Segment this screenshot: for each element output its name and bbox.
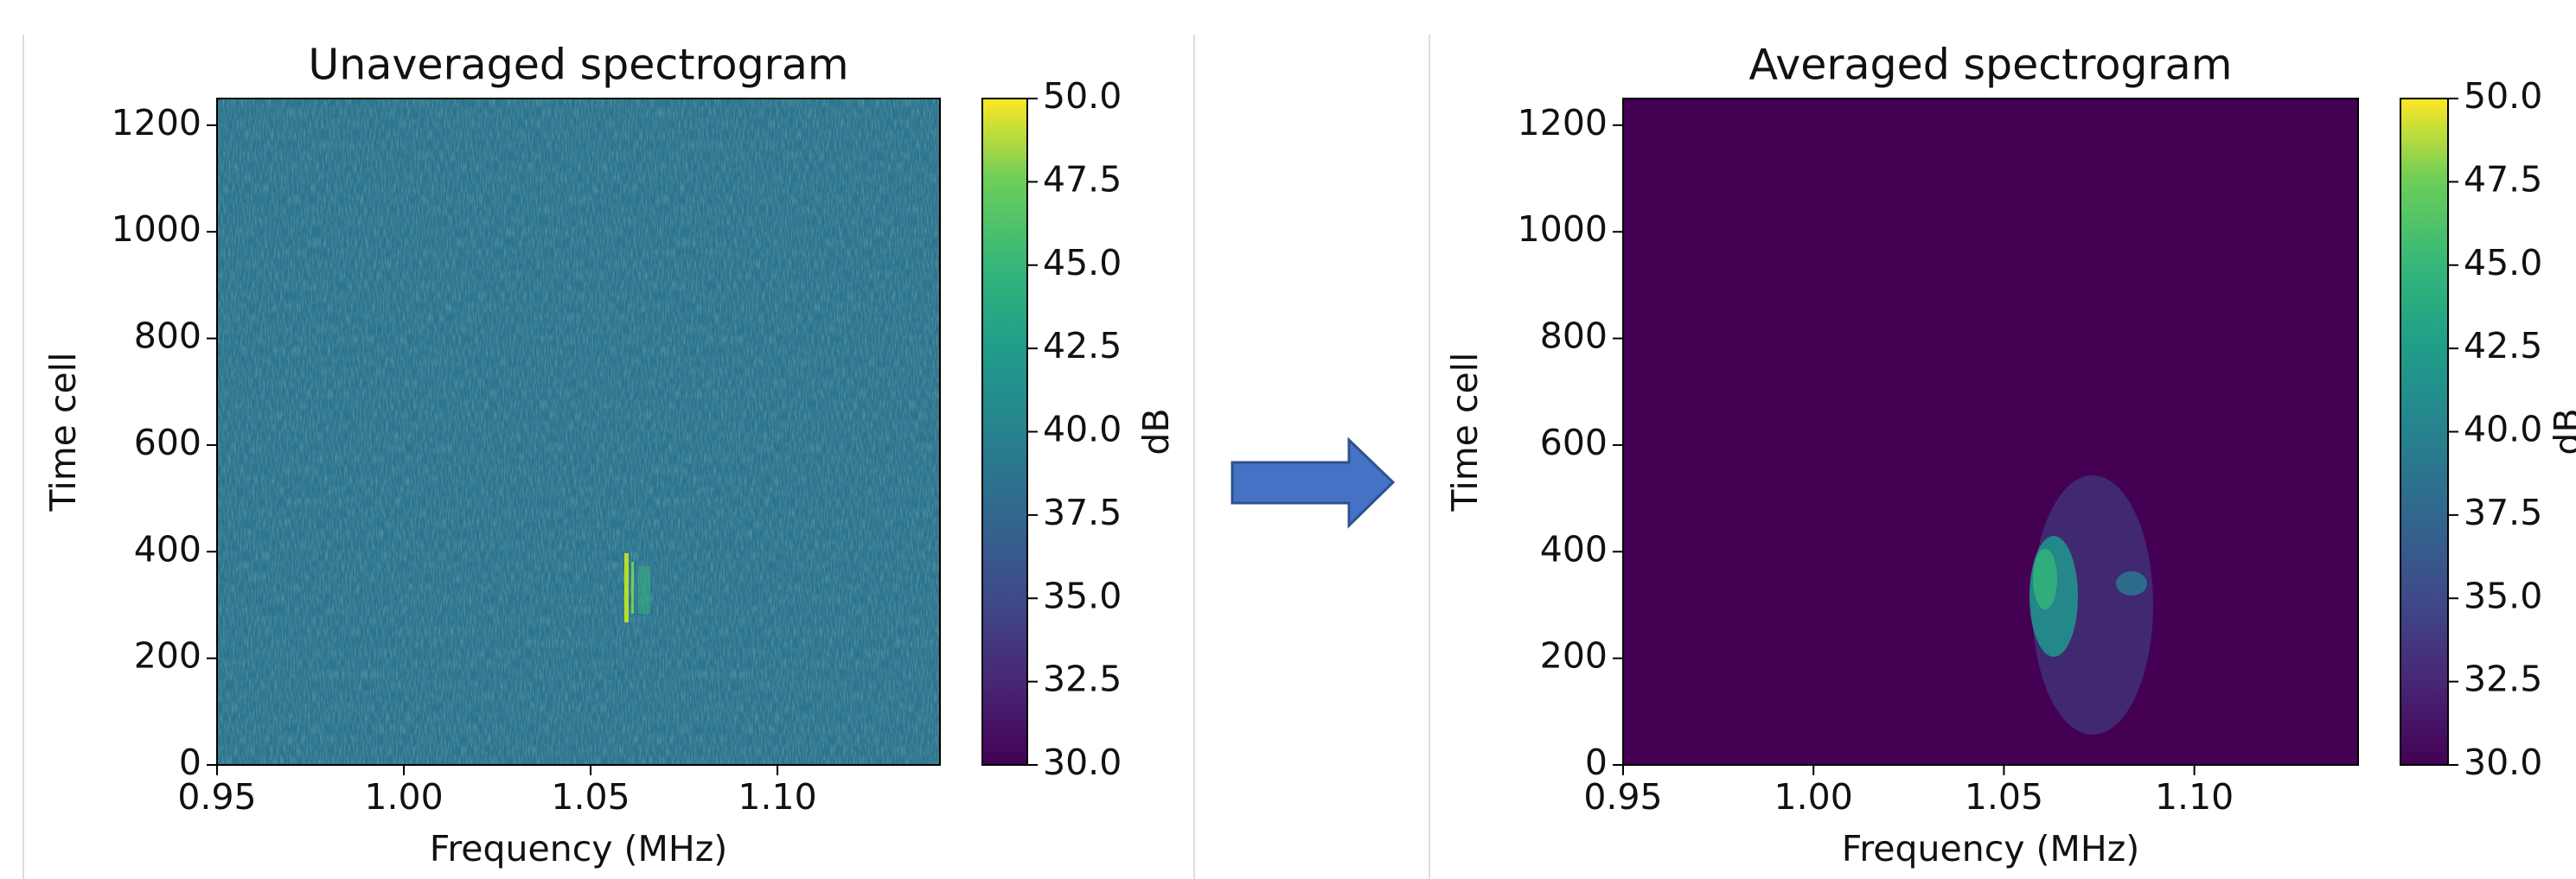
colorbar-tick-label: 40.0 — [1043, 409, 1122, 450]
x-axis-label: Frequency (MHz) — [430, 828, 728, 869]
y-tick-label: 1200 — [1518, 102, 1608, 143]
colorbar-label: dB — [1135, 408, 1177, 455]
colorbar-tick-label: 42.5 — [2464, 325, 2542, 366]
colorbar-tick-label: 35.0 — [2464, 575, 2542, 616]
colorbar-tick-label: 42.5 — [1043, 325, 1122, 366]
y-tick-label: 0 — [1585, 742, 1608, 783]
heatmap-image — [1623, 99, 2358, 765]
noise-texture — [217, 99, 940, 765]
colorbar-tick-label: 30.0 — [2464, 742, 2542, 783]
colorbar-tick-label: 45.0 — [2464, 242, 2542, 283]
colorbar-tick-label: 32.5 — [1043, 659, 1122, 700]
colorbar-tick-label: 37.5 — [1043, 492, 1122, 533]
colorbar — [982, 99, 1027, 765]
signal-streak — [624, 553, 629, 622]
page: Unaveraged spectrogram Frequency (MHz) Tim… — [0, 0, 2576, 879]
x-tick-label: 1.05 — [1965, 776, 2043, 818]
colorbar-tick-label: 50.0 — [2464, 75, 2542, 117]
y-tick-label: 200 — [134, 635, 201, 677]
y-tick-label: 1000 — [112, 208, 201, 250]
colorbar — [2400, 99, 2448, 765]
colorbar-tick-label: 45.0 — [1043, 242, 1122, 283]
chart-title: Averaged spectrogram — [1749, 41, 2233, 90]
y-tick-label: 0 — [179, 742, 201, 783]
x-axis-label: Frequency (MHz) — [1842, 828, 2140, 869]
y-tick-label: 1000 — [1518, 208, 1608, 250]
y-tick-label: 400 — [1540, 528, 1608, 570]
colorbar-tick-label: 47.5 — [1043, 158, 1122, 200]
colorbar-tick-label: 50.0 — [1043, 75, 1122, 117]
chart-title: Unaveraged spectrogram — [308, 41, 848, 90]
y-axis-label: Time cell — [42, 353, 84, 513]
colorbar-tick-label: 32.5 — [2464, 659, 2542, 700]
y-tick-label: 800 — [1540, 315, 1608, 357]
signal-blob — [2033, 549, 2057, 609]
y-tick-label: 600 — [134, 422, 201, 463]
x-tick-label: 1.10 — [738, 776, 816, 818]
y-tick-label: 1200 — [112, 102, 201, 143]
x-tick-label: 1.00 — [364, 776, 443, 818]
colorbar-tick-label: 37.5 — [2464, 492, 2542, 533]
screenshot: Unaveraged spectrogram Frequency (MHz) Tim… — [0, 0, 2576, 879]
x-tick-label: 1.10 — [2155, 776, 2234, 818]
colorbar-tick-label: 35.0 — [1043, 575, 1122, 616]
colorbar-tick-label: 40.0 — [2464, 409, 2542, 450]
x-tick-label: 1.00 — [1774, 776, 1853, 818]
signal-streak — [631, 562, 634, 614]
signal-blob — [2116, 571, 2147, 596]
colorbar-tick-label: 30.0 — [1043, 742, 1122, 783]
y-tick-label: 400 — [134, 528, 201, 570]
colorbar-label: dB — [2547, 408, 2576, 455]
y-tick-label: 200 — [1540, 635, 1608, 677]
y-tick-label: 600 — [1540, 422, 1608, 463]
y-tick-label: 800 — [134, 315, 201, 357]
arrow — [1232, 440, 1393, 525]
x-tick-label: 1.05 — [551, 776, 630, 818]
colorbar-tick-label: 47.5 — [2464, 158, 2542, 200]
y-axis-label: Time cell — [1444, 353, 1486, 513]
signal-streak — [638, 566, 650, 614]
